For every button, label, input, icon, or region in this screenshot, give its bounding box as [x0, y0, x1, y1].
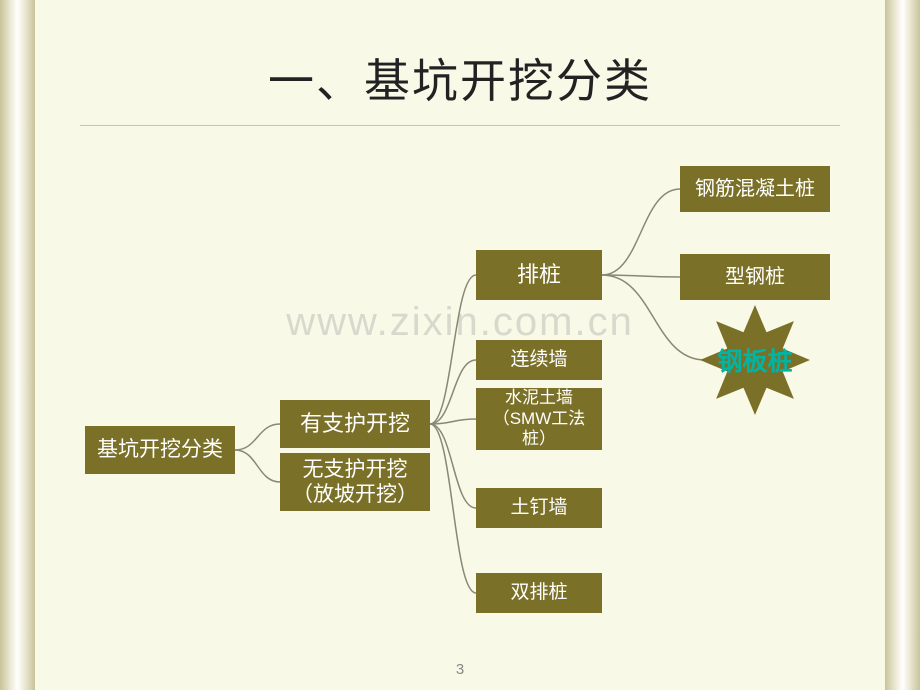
node-label: 水泥土墙 （SMW工法桩） [482, 388, 596, 449]
node-unsupported-excavation: 无支护开挖 （放坡开挖） [280, 453, 430, 511]
node-steel-section-pile: 型钢桩 [680, 254, 830, 300]
node-soil-nail-wall: 土钉墙 [476, 488, 602, 528]
node-label: 型钢桩 [725, 265, 785, 289]
node-smw-wall: 水泥土墙 （SMW工法桩） [476, 388, 602, 450]
page-number: 3 [0, 661, 920, 678]
node-pile-row: 排桩 [476, 250, 602, 300]
node-label: 土钉墙 [510, 497, 567, 520]
node-label: 排桩 [517, 262, 561, 288]
node-rc-pile: 钢筋混凝土桩 [680, 166, 830, 212]
node-label: 钢筋混凝土桩 [695, 177, 815, 201]
node-root: 基坑开挖分类 [85, 426, 235, 474]
node-continuous-wall: 连续墙 [476, 340, 602, 380]
node-label: 双排桩 [510, 582, 567, 605]
node-steel-sheet-pile-star: 钢板桩 [695, 300, 815, 420]
star-label: 钢板桩 [695, 300, 815, 420]
node-label: 无支护开挖 （放坡开挖） [292, 457, 418, 507]
node-label: 连续墙 [510, 349, 567, 372]
node-label: 有支护开挖 [300, 411, 410, 437]
slide-title: 一、基坑开挖分类 [0, 45, 920, 111]
node-label: 基坑开挖分类 [97, 437, 223, 462]
node-double-row-pile: 双排桩 [476, 573, 602, 613]
node-supported-excavation: 有支护开挖 [280, 400, 430, 448]
title-divider [80, 125, 840, 126]
